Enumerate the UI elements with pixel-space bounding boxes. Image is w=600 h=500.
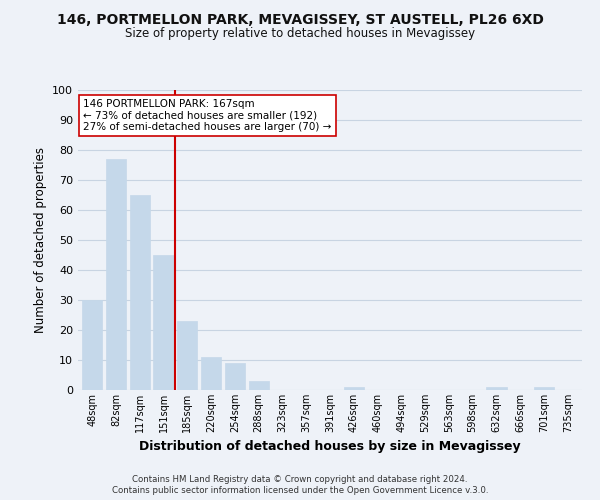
Y-axis label: Number of detached properties: Number of detached properties (34, 147, 47, 333)
Bar (201, 357, 221, 390)
X-axis label: Distribution of detached houses by size in Mevagissey: Distribution of detached houses by size … (139, 440, 521, 454)
Text: Contains public sector information licensed under the Open Government Licence v.: Contains public sector information licen… (112, 486, 488, 495)
Bar (82, 300, 103, 390)
Bar (225, 363, 245, 390)
Text: Size of property relative to detached houses in Mevagissey: Size of property relative to detached ho… (125, 28, 475, 40)
Text: 146, PORTMELLON PARK, MEVAGISSEY, ST AUSTELL, PL26 6XD: 146, PORTMELLON PARK, MEVAGISSEY, ST AUS… (56, 12, 544, 26)
Bar (130, 195, 150, 390)
Bar (344, 387, 364, 390)
Bar (534, 387, 554, 390)
Bar (487, 387, 506, 390)
Text: Contains HM Land Registry data © Crown copyright and database right 2024.: Contains HM Land Registry data © Crown c… (132, 475, 468, 484)
Bar (106, 159, 126, 390)
Bar (154, 255, 173, 390)
Bar (177, 321, 197, 390)
Text: 146 PORTMELLON PARK: 167sqm
← 73% of detached houses are smaller (192)
27% of se: 146 PORTMELLON PARK: 167sqm ← 73% of det… (83, 99, 331, 132)
Bar (248, 381, 269, 390)
